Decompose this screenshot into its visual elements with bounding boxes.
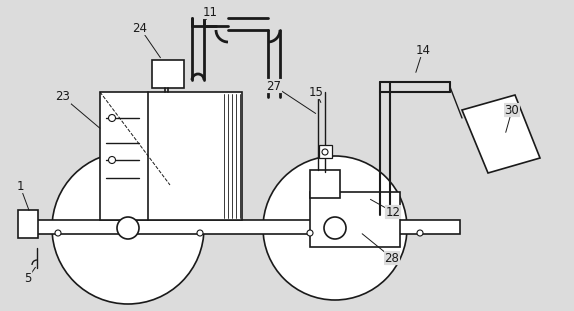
Text: 11: 11 <box>203 6 218 18</box>
Text: 28: 28 <box>385 252 400 264</box>
Text: 14: 14 <box>416 44 430 57</box>
Text: 30: 30 <box>505 104 519 117</box>
Polygon shape <box>462 95 540 173</box>
Bar <box>310 170 340 198</box>
Bar <box>310 192 400 247</box>
Circle shape <box>108 114 115 122</box>
Circle shape <box>52 152 204 304</box>
Text: 15: 15 <box>309 86 323 99</box>
Bar <box>319 145 332 158</box>
Circle shape <box>324 217 346 239</box>
Circle shape <box>307 230 313 236</box>
Text: 5: 5 <box>24 272 32 285</box>
Text: 24: 24 <box>133 21 148 35</box>
Text: 12: 12 <box>386 206 401 219</box>
Bar <box>152 60 184 88</box>
Circle shape <box>197 230 203 236</box>
Circle shape <box>108 156 115 164</box>
Bar <box>100 92 242 220</box>
Circle shape <box>263 156 407 300</box>
Text: 1: 1 <box>16 179 24 193</box>
Text: 23: 23 <box>56 91 71 104</box>
Text: 27: 27 <box>266 80 281 92</box>
Bar <box>18 210 38 238</box>
Bar <box>30 220 460 234</box>
Circle shape <box>117 217 139 239</box>
Circle shape <box>55 230 61 236</box>
Circle shape <box>417 230 423 236</box>
Circle shape <box>322 149 328 155</box>
